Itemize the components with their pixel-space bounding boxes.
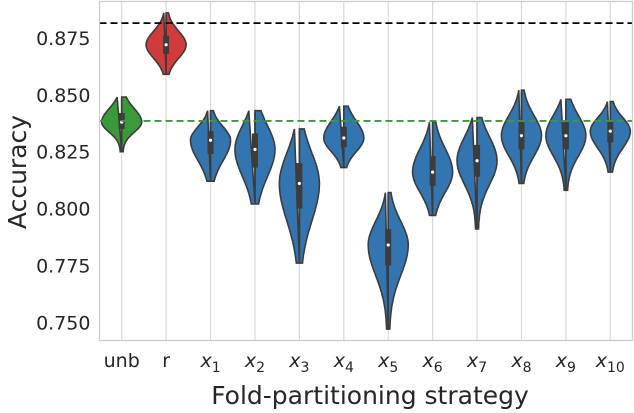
- x-tick-label: x8: [510, 350, 531, 376]
- x-tick-label: x3: [288, 350, 309, 376]
- violins: [100, 12, 632, 330]
- violin-median-dot: [208, 138, 213, 142]
- violin-median-dot: [608, 129, 612, 133]
- x-tick-label: unb: [104, 350, 140, 372]
- violin-iqr-box: [207, 131, 214, 154]
- x-axis-label: Fold-partitioning strategy: [211, 381, 529, 410]
- x-tick-label: r: [162, 350, 170, 372]
- x-tick-label: x6: [422, 350, 443, 376]
- x-tick-label: x10: [595, 350, 625, 376]
- violin-iqr-box: [385, 229, 392, 266]
- x-tick-label: x9: [555, 350, 576, 376]
- y-tick-label: 0.750: [36, 312, 90, 334]
- y-tick-label: 0.825: [36, 142, 90, 164]
- plot-frame: [98, 0, 634, 342]
- y-tick-label: 0.850: [36, 85, 90, 107]
- violin-median-dot: [342, 136, 346, 140]
- y-tick-label: 0.800: [36, 199, 90, 221]
- violin-median-dot: [475, 159, 479, 163]
- reference-lines: [99, 22, 633, 122]
- violin-median-dot: [297, 181, 301, 186]
- violin-median-dot: [164, 43, 168, 47]
- violin-median-dot: [253, 147, 257, 151]
- x-tick-labels: unb r x1 x2 x3 x4 x5 x6 x7 x8 x9 x10: [104, 350, 625, 376]
- violin-median-dot: [564, 134, 568, 138]
- x-tick-label: x5: [377, 350, 398, 376]
- x-tick-label: x1: [199, 350, 220, 376]
- y-tick-label: 0.775: [36, 255, 90, 277]
- vertical-gridlines: [121, 1, 611, 341]
- x-tick-label: x4: [333, 350, 354, 376]
- violin-median-dot: [519, 134, 524, 138]
- y-axis-label: Accuracy: [3, 115, 32, 229]
- violin-median-dot: [431, 170, 435, 174]
- violin-iqr-box: [296, 163, 303, 209]
- y-tick-labels: 0.750 0.775 0.800 0.825 0.850 0.875: [36, 28, 90, 334]
- x-tick-label: x2: [244, 350, 265, 376]
- x-tick-label: x7: [466, 350, 487, 376]
- violin-median-dot: [386, 243, 390, 247]
- y-tick-label: 0.875: [36, 28, 90, 50]
